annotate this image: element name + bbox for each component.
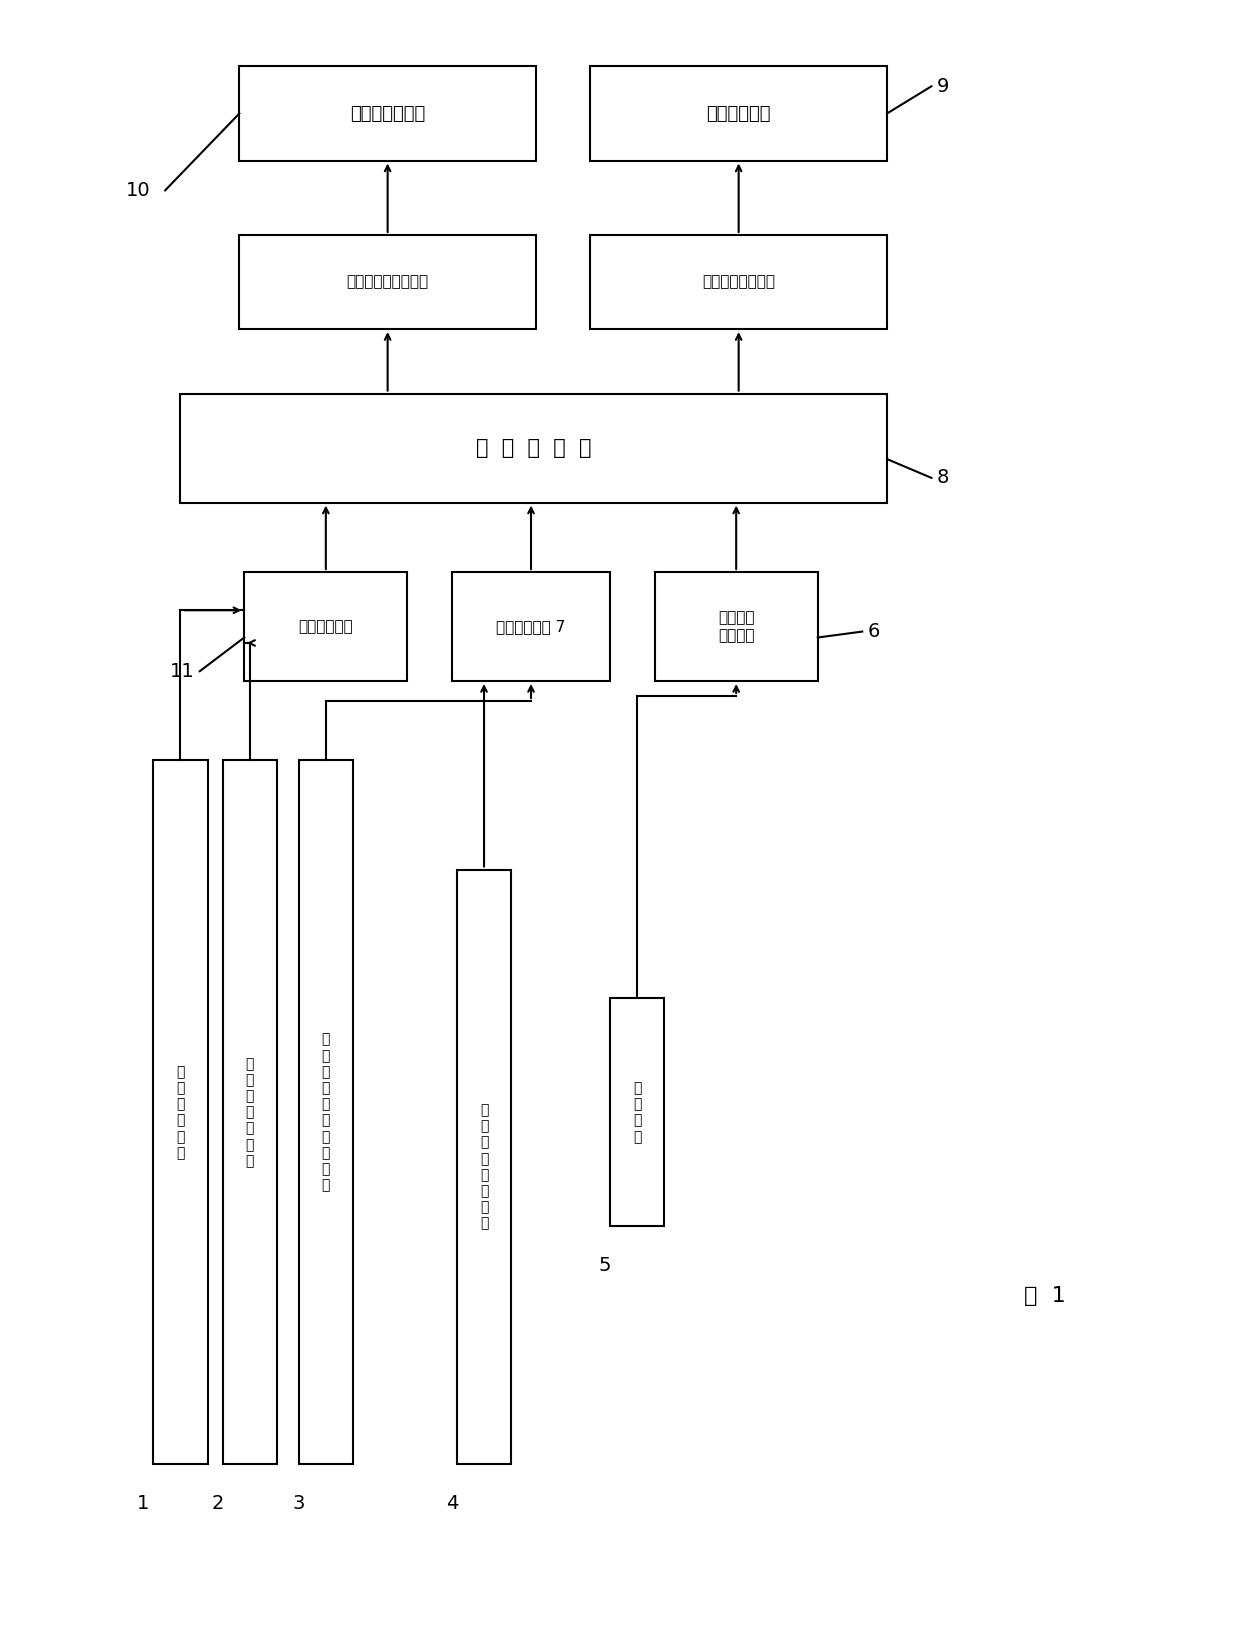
Bar [154,760,207,1464]
Bar [239,236,536,330]
Bar [239,67,536,161]
Bar [222,760,277,1464]
Text: 2: 2 [211,1493,223,1513]
Text: 发
动
机
脉
冲
线
圈: 发 动 机 脉 冲 线 圈 [246,1056,254,1168]
Text: 离
合
器
顶
杆
位
移
传
感
器: 离 合 器 顶 杆 位 移 传 感 器 [321,1032,330,1193]
Bar [244,572,408,681]
Text: 存
贮
单
元: 存 贮 单 元 [634,1081,641,1144]
Text: 串行通讯
接口单元: 串行通讯 接口单元 [718,611,754,644]
Text: 档
位
选
择
步
发
开
关: 档 位 选 择 步 发 开 关 [480,1103,489,1230]
Bar [590,67,887,161]
Bar [610,998,665,1227]
Text: 离合器执行机构: 离合器执行机构 [350,104,425,122]
Text: 图  1: 图 1 [1024,1285,1066,1306]
Text: 10: 10 [125,180,150,200]
Bar [451,572,610,681]
Text: 3: 3 [293,1493,305,1513]
Text: 信号处理单元: 信号处理单元 [299,619,353,634]
Text: 1: 1 [138,1493,150,1513]
Text: 档
位
显
示
电
路: 档 位 显 示 电 路 [176,1064,185,1160]
Text: 4: 4 [445,1493,458,1513]
Text: 11: 11 [170,661,195,681]
Text: 9: 9 [936,76,949,96]
Text: 8: 8 [936,468,949,487]
Bar [456,869,511,1464]
Bar [180,393,887,502]
Bar [590,236,887,330]
Text: 信号转换单元 7: 信号转换单元 7 [496,619,565,634]
Text: 换挡驱动控制单元: 换挡驱动控制单元 [702,275,775,289]
Text: 换挡执行机构: 换挡执行机构 [707,104,771,122]
Text: 离合器驱动控制单元: 离合器驱动控制单元 [346,275,429,289]
Text: 处  理  器  单  元: 处 理 器 单 元 [476,439,591,458]
Bar [655,572,817,681]
Bar [299,760,353,1464]
Text: 6: 6 [867,622,879,640]
Text: 5: 5 [599,1256,611,1276]
